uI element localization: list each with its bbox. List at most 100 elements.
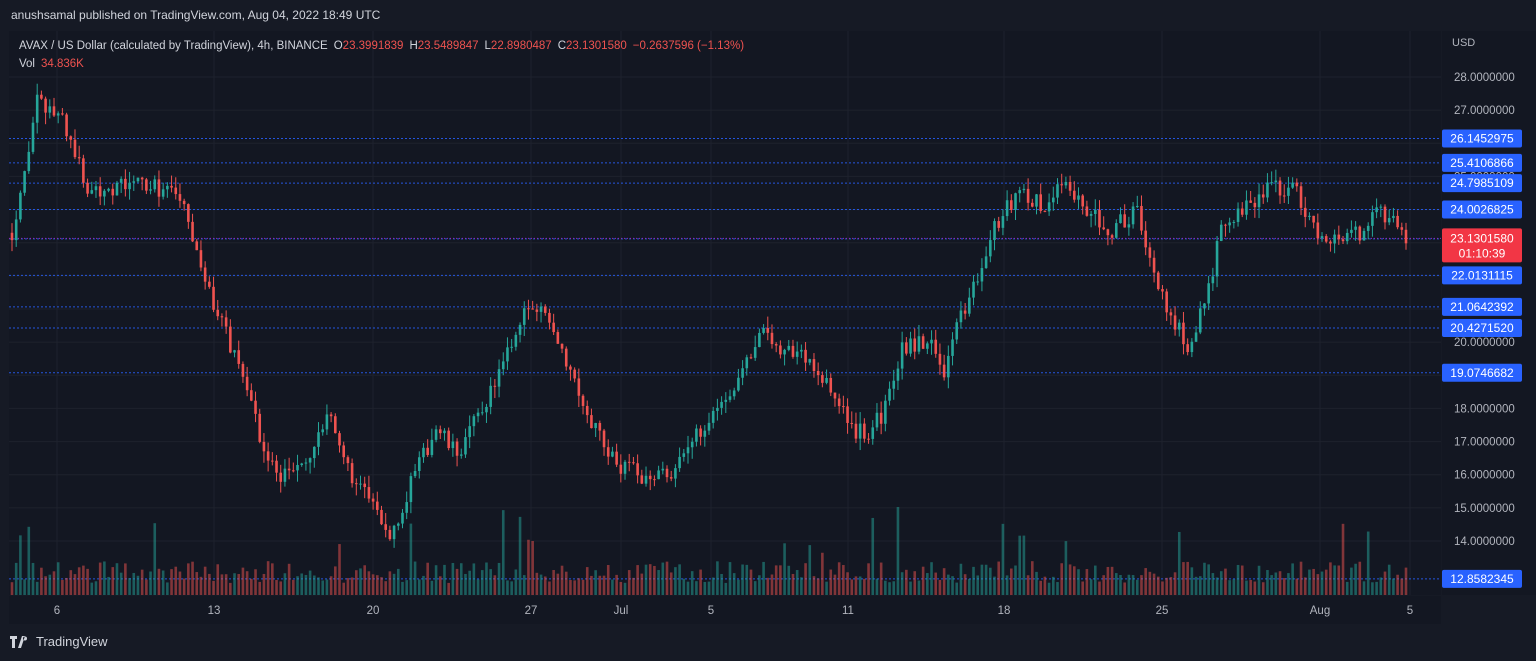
candle-body <box>905 342 908 354</box>
candle-body <box>132 181 136 183</box>
volume-bar <box>296 576 299 595</box>
candle-body <box>770 332 774 345</box>
volume-bar <box>1291 563 1294 595</box>
candle-body <box>325 414 329 430</box>
volume-bar <box>989 567 992 595</box>
volume-bar <box>615 574 618 595</box>
volume-bar <box>266 561 270 595</box>
volume-bar <box>569 580 572 595</box>
volume-bar <box>182 578 186 595</box>
volume-bar <box>1295 578 1299 595</box>
volume-bar <box>997 561 1001 595</box>
candle-body <box>972 281 975 298</box>
volume-bar <box>527 539 530 595</box>
open-label: O <box>333 40 343 52</box>
time-axis[interactable] <box>9 596 1441 624</box>
volume-bar <box>90 582 94 595</box>
chart-pane[interactable] <box>9 31 1441 595</box>
tradingview-brand[interactable]: TradingView <box>10 634 108 649</box>
volume-bar <box>19 535 22 595</box>
volume-bar <box>1190 567 1194 595</box>
volume-bar <box>94 581 98 595</box>
candle-body <box>989 240 992 257</box>
volume-bar <box>342 582 346 595</box>
candle-body <box>968 297 971 314</box>
volume-bar <box>644 564 648 595</box>
volume-bar <box>795 570 799 595</box>
candle-body <box>1039 194 1043 211</box>
volume-bar <box>1312 568 1315 595</box>
candle-body <box>1169 312 1173 316</box>
candle-body <box>1001 216 1005 228</box>
volume-bar <box>539 574 543 595</box>
volume-bar <box>250 578 253 595</box>
candle-body <box>1282 195 1286 197</box>
candle-body <box>367 487 371 499</box>
candle-body <box>606 447 610 457</box>
volume-bar <box>338 544 341 595</box>
volume-bar <box>703 581 707 595</box>
candle-body <box>1358 226 1362 241</box>
candle-body <box>1123 214 1126 228</box>
candle-body <box>1266 182 1269 198</box>
level-label: 21.0642392 <box>1450 300 1514 314</box>
volume-bar <box>1110 566 1114 595</box>
volume-bar <box>111 567 115 595</box>
candle-body <box>501 361 505 370</box>
candle-body <box>1320 236 1324 239</box>
candle-body <box>73 139 77 158</box>
volume-bar <box>103 561 106 595</box>
candle-body <box>926 343 929 349</box>
candle-body <box>136 177 140 182</box>
candle-body <box>875 412 879 428</box>
volume-bar <box>1232 579 1236 595</box>
candle-body <box>426 447 429 455</box>
candle-body <box>795 351 799 357</box>
candle-body <box>1077 195 1080 200</box>
volume-bar <box>850 579 854 595</box>
level-lines <box>9 137 1441 580</box>
volume-bar <box>833 574 837 595</box>
candle-body <box>1081 195 1084 207</box>
volume-bar <box>535 572 539 595</box>
candle-body <box>774 344 778 346</box>
candle-body <box>27 151 31 172</box>
candle-body <box>1333 234 1336 244</box>
candle-body <box>296 464 299 471</box>
volume-bar <box>1093 565 1097 595</box>
candle-body <box>762 328 765 333</box>
chart-svg[interactable]: 28.000000027.000000026.000000025.0000000… <box>0 0 1536 625</box>
candle-body <box>371 498 375 502</box>
close-label: C <box>557 40 566 52</box>
candle-body <box>237 350 241 364</box>
volume-bar <box>401 581 404 595</box>
volume-bar <box>313 575 316 595</box>
candle-body <box>107 188 110 191</box>
candle-body <box>287 468 291 471</box>
volume-bar <box>233 573 236 595</box>
volume-bar <box>199 576 203 595</box>
volume-bar <box>140 569 144 595</box>
volume-bar <box>947 574 950 595</box>
volume-bar <box>892 581 896 595</box>
volume-bar <box>1287 573 1290 595</box>
candle-body <box>955 322 959 340</box>
volume-bar <box>627 570 631 595</box>
candle-body <box>1274 180 1278 183</box>
candle-body <box>1060 184 1063 186</box>
volume-bar <box>275 579 278 595</box>
candle-body <box>82 158 85 183</box>
publisher-text: anushsamal published on TradingView.com,… <box>11 8 381 22</box>
candle-body <box>313 446 316 459</box>
candle-body <box>1207 283 1210 304</box>
candle-body <box>401 512 404 524</box>
candle-body <box>1337 234 1341 240</box>
volume-bar <box>384 581 387 595</box>
candle-body <box>800 349 803 352</box>
candle-body <box>1324 236 1328 242</box>
volume-bar <box>472 563 476 595</box>
candle-body <box>837 398 841 407</box>
level-label-box <box>1442 318 1522 337</box>
volume-bar <box>1324 569 1328 595</box>
volume-bar <box>749 569 753 595</box>
